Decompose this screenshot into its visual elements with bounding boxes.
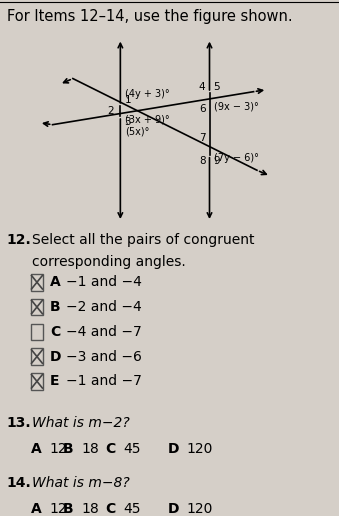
Text: −1 and −4: −1 and −4 xyxy=(66,275,142,289)
Text: 18: 18 xyxy=(81,442,99,456)
Text: 12: 12 xyxy=(49,442,67,456)
Text: C: C xyxy=(50,325,60,339)
Text: A: A xyxy=(31,502,41,515)
Text: (4y + 3)°: (4y + 3)° xyxy=(125,89,170,99)
Text: (9x − 3)°: (9x − 3)° xyxy=(214,101,259,111)
Text: A: A xyxy=(50,275,61,289)
Text: 7: 7 xyxy=(199,134,205,143)
Text: B: B xyxy=(63,502,73,515)
Text: −1 and −7: −1 and −7 xyxy=(66,374,142,389)
Text: C: C xyxy=(105,442,115,456)
Text: 45: 45 xyxy=(124,442,141,456)
Text: 5: 5 xyxy=(214,82,220,92)
Text: 12.: 12. xyxy=(7,233,32,247)
Text: −2 and −4: −2 and −4 xyxy=(66,300,142,314)
Text: 18: 18 xyxy=(81,502,99,515)
Text: D: D xyxy=(168,502,179,515)
Text: C: C xyxy=(105,502,115,515)
Text: −4 and −7: −4 and −7 xyxy=(66,325,142,339)
Text: 13.: 13. xyxy=(7,416,32,430)
Text: D: D xyxy=(168,442,179,456)
Text: D: D xyxy=(50,349,62,364)
Text: 9: 9 xyxy=(214,156,220,166)
Text: 2: 2 xyxy=(107,106,114,116)
Text: 120: 120 xyxy=(186,442,213,456)
Text: corresponding angles.: corresponding angles. xyxy=(32,255,186,269)
Text: For Items 12–14, use the figure shown.: For Items 12–14, use the figure shown. xyxy=(7,9,293,24)
Text: What is m−2?: What is m−2? xyxy=(32,416,130,430)
Text: B: B xyxy=(50,300,61,314)
Text: −3 and −6: −3 and −6 xyxy=(66,349,142,364)
Text: B: B xyxy=(63,442,73,456)
Text: 14.: 14. xyxy=(7,476,32,490)
Text: 12: 12 xyxy=(49,502,67,515)
Text: 3: 3 xyxy=(124,117,131,127)
Text: A: A xyxy=(31,442,41,456)
Text: 45: 45 xyxy=(124,502,141,515)
Text: 120: 120 xyxy=(186,502,213,515)
Text: 8: 8 xyxy=(199,156,205,166)
Text: 4: 4 xyxy=(199,82,205,92)
Text: E: E xyxy=(50,374,60,389)
Text: (5x)°: (5x)° xyxy=(125,126,149,136)
Text: 1: 1 xyxy=(124,95,131,105)
Text: 6: 6 xyxy=(199,104,205,114)
Text: What is m−8?: What is m−8? xyxy=(32,476,130,490)
Text: Select all the pairs of congruent: Select all the pairs of congruent xyxy=(32,233,255,247)
Text: (7y − 6)°: (7y − 6)° xyxy=(214,153,259,163)
Text: (3x + 9)°: (3x + 9)° xyxy=(125,114,170,124)
